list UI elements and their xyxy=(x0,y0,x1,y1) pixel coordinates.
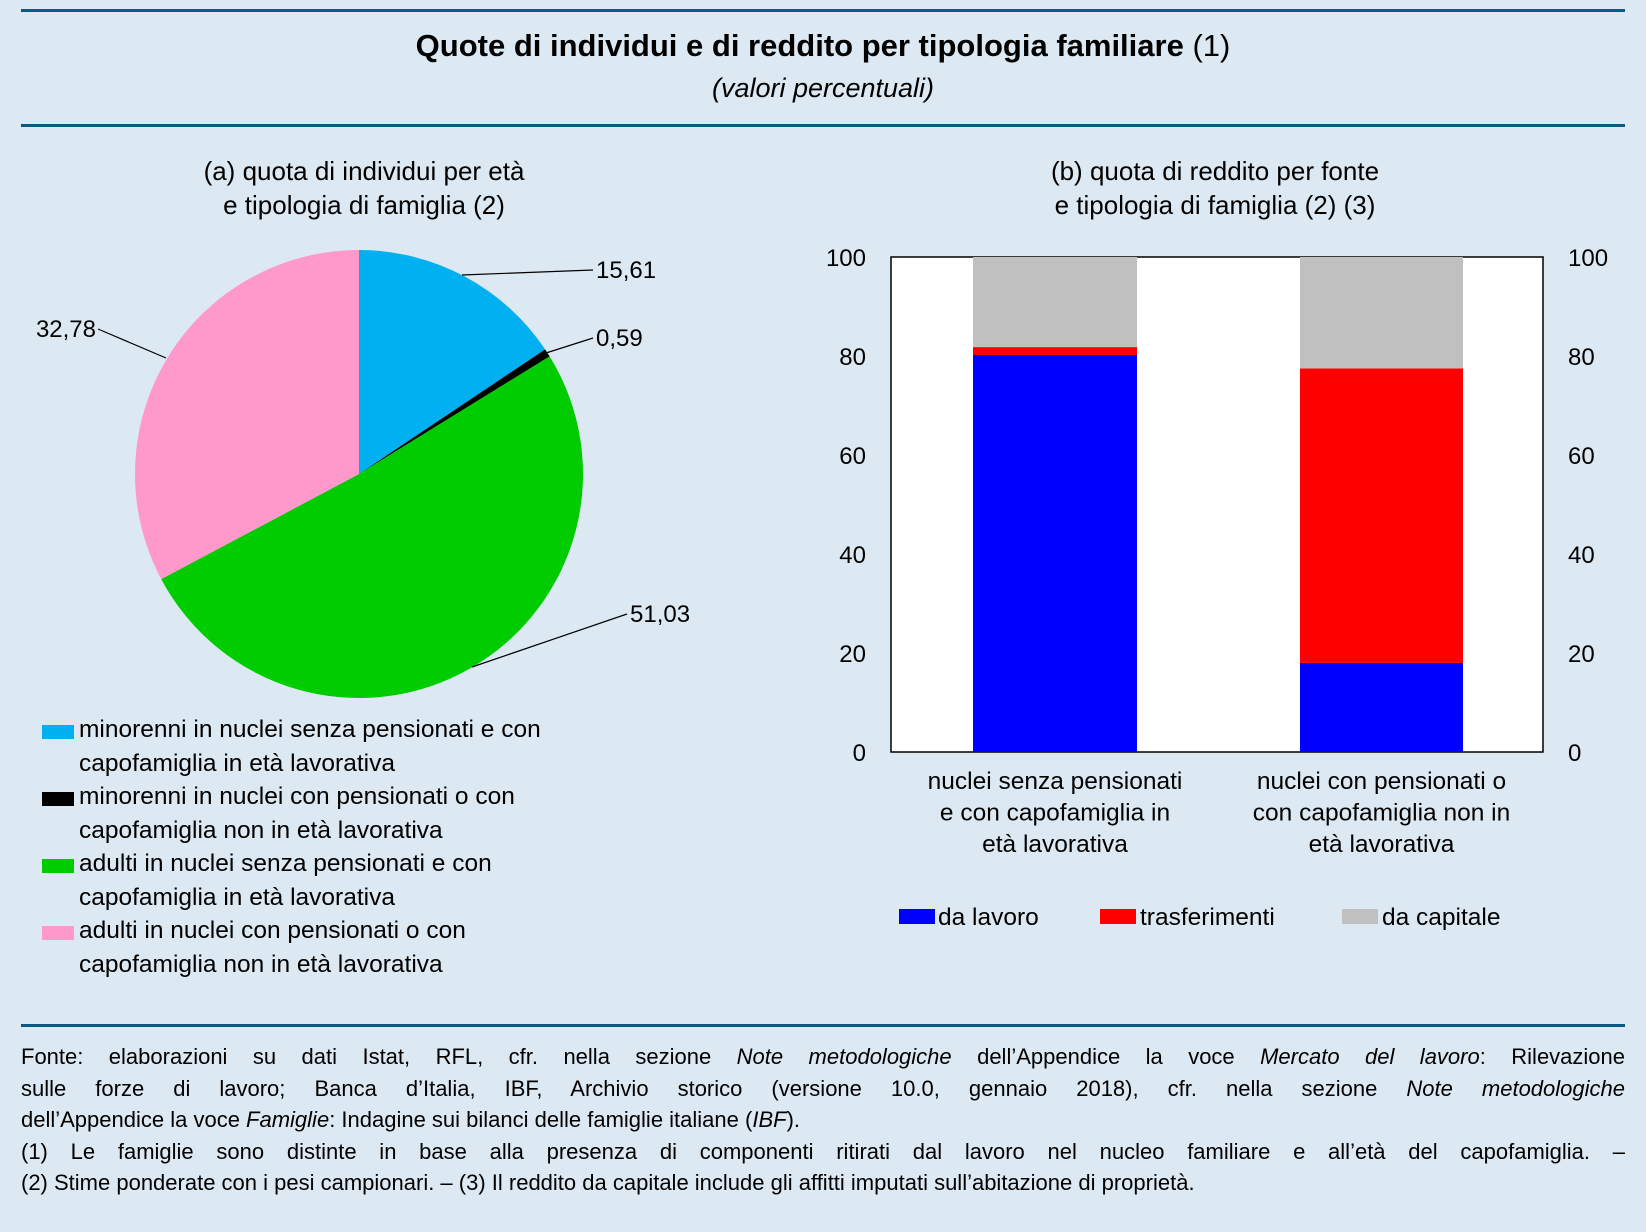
pie-legend-label: capofamiglia in età lavorativa xyxy=(79,749,395,777)
footnote-1: (1) Le famiglie sono distinte in base al… xyxy=(21,1138,1625,1164)
pie-legend-label: capofamiglia non in età lavorativa xyxy=(79,950,443,978)
pie-leader-line xyxy=(471,613,628,668)
bar-segment-trasferimenti xyxy=(1300,368,1463,663)
x-tick-label: età lavorativa xyxy=(1309,831,1455,858)
pie-legend-label: minorenni in nuclei senza pensionati e c… xyxy=(79,716,541,743)
footnote-source-line-1: Fonte: elaborazioni su dati Istat, RFL, … xyxy=(21,1044,1626,1069)
pie-leader-line xyxy=(461,269,594,276)
footnotes: Fonte: elaborazioni su dati Istat, RFL, … xyxy=(21,1041,1625,1199)
footnote-source-line-3: dell’Appendice la voce Famiglie: Indagin… xyxy=(21,1107,801,1132)
bar-segment-da-capitale xyxy=(973,257,1137,348)
pie-data-label: 0,59 xyxy=(596,325,643,352)
pie-data-label: 32,78 xyxy=(36,316,96,343)
pie-legend-label: adulti in nuclei senza pensionati e con xyxy=(79,850,492,877)
y-tick-label-left: 100 xyxy=(826,245,866,272)
x-tick-label: con capofamiglia non in xyxy=(1253,800,1510,827)
pie-legend-label: capofamiglia non in età lavorativa xyxy=(79,816,443,844)
y-tick-label-right: 80 xyxy=(1568,344,1595,371)
y-tick-label-right: 0 xyxy=(1568,740,1581,767)
y-tick-label-right: 40 xyxy=(1568,542,1595,569)
footnote-source-line-2: sulle forze di lavoro; Banca d’Italia, I… xyxy=(21,1075,1625,1101)
header-rule xyxy=(21,124,1625,127)
legend-swatch xyxy=(42,725,74,739)
pie-legend-label: adulti in nuclei con pensionati o con xyxy=(79,917,466,944)
pie-legend-label: capofamiglia in età lavorativa xyxy=(79,883,395,911)
bar-legend-swatch xyxy=(1100,909,1136,924)
pie-legend-label: minorenni in nuclei con pensionati o con xyxy=(79,783,515,810)
bar-title: (b) quota di reddito per fonte e tipologi… xyxy=(1050,156,1380,220)
y-tick-label-left: 20 xyxy=(839,641,866,668)
y-tick-label-left: 0 xyxy=(853,740,866,767)
bar-legend-swatch xyxy=(1342,909,1378,924)
pie-data-label: 51,03 xyxy=(630,601,690,628)
legend-swatch xyxy=(42,792,74,806)
bar-legend-label: trasferimenti xyxy=(1140,904,1275,931)
y-tick-label-left: 60 xyxy=(839,443,866,470)
pie-slice-2 xyxy=(359,349,550,474)
bar-segment-da-capitale xyxy=(1300,257,1463,369)
pie-leader-line xyxy=(97,328,167,359)
pie-leader-line xyxy=(545,337,594,354)
pie-slice-4 xyxy=(134,250,359,580)
x-tick-label: e con capofamiglia in xyxy=(940,800,1170,827)
x-tick-label: nuclei senza pensionati xyxy=(928,768,1183,795)
bar-segment-da-lavoro xyxy=(1300,662,1463,752)
pie-slice-3 xyxy=(161,356,583,698)
y-tick-label-right: 20 xyxy=(1568,641,1595,668)
bar-segment-da-lavoro xyxy=(973,355,1137,752)
pie-data-label: 15,61 xyxy=(596,257,656,284)
x-tick-label: età lavorativa xyxy=(982,831,1128,858)
bar-segment-trasferimenti xyxy=(973,347,1137,356)
pie-slice-1 xyxy=(359,250,546,474)
footer-rule xyxy=(21,1024,1625,1027)
footnote-2-3: (2) Stime ponderate con i pesi campionar… xyxy=(21,1170,1195,1195)
bar-legend-label: da lavoro xyxy=(938,904,1039,931)
y-tick-label-left: 40 xyxy=(839,542,866,569)
figure-subtitle: (valori percentuali) xyxy=(711,73,935,103)
pie-title: (a) quota di individui per età e tipologi… xyxy=(203,156,525,220)
top-rule xyxy=(21,9,1625,12)
y-tick-label-left: 80 xyxy=(839,344,866,371)
x-tick-label: nuclei con pensionati o xyxy=(1257,768,1506,795)
legend-swatch xyxy=(42,926,74,940)
y-tick-label-right: 100 xyxy=(1568,245,1608,272)
bar-legend-swatch xyxy=(899,909,935,924)
figure-title: Quote di individui e di reddito per tipo… xyxy=(415,28,1231,63)
bar-legend-label: da capitale xyxy=(1382,904,1501,931)
legend-swatch xyxy=(42,859,74,873)
y-tick-label-right: 60 xyxy=(1568,443,1595,470)
